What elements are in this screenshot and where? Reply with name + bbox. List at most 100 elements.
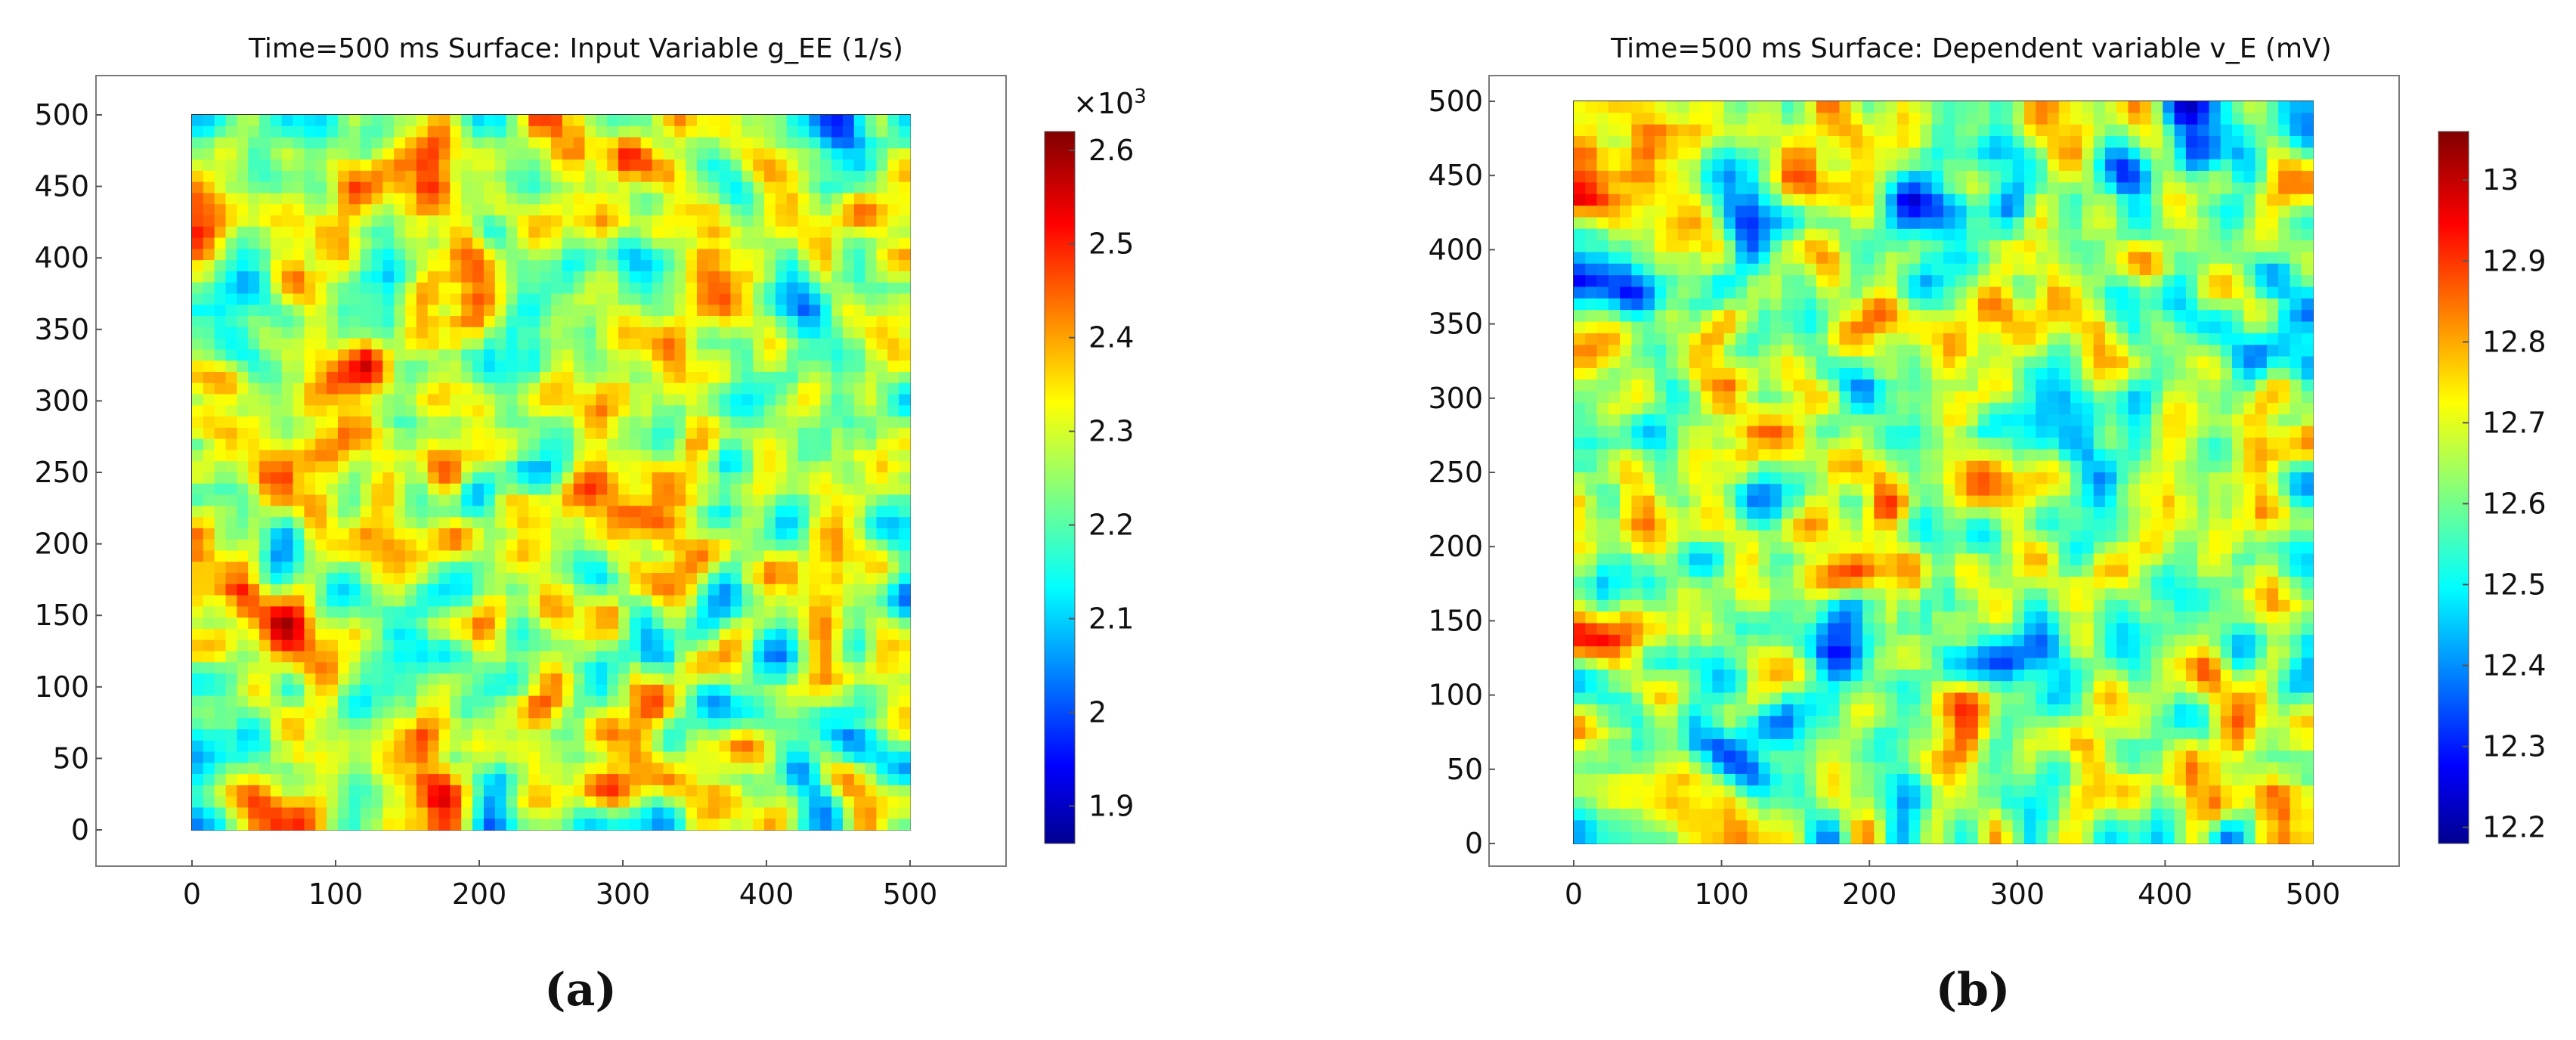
heatmap-cell: [753, 382, 765, 395]
heatmap-cell: [899, 651, 911, 663]
heatmap-cell: [382, 371, 395, 384]
heatmap-cell: [1596, 101, 1609, 113]
heatmap-cell: [2255, 124, 2268, 137]
heatmap-cell: [652, 226, 664, 239]
heatmap-cell: [327, 170, 339, 183]
heatmap-cell: [248, 740, 260, 753]
heatmap-cell: [450, 483, 462, 496]
heatmap-cell: [416, 662, 429, 674]
heatmap-cell: [899, 461, 911, 473]
heatmap-cell: [865, 226, 878, 239]
heatmap-cell: [865, 595, 878, 607]
heatmap-cell: [270, 226, 283, 239]
heatmap-cell: [562, 382, 574, 395]
heatmap-cell: [831, 125, 844, 138]
heatmap-cell: [281, 740, 294, 753]
heatmap-cell: [573, 751, 586, 763]
heatmap-cell: [1723, 101, 1736, 113]
heatmap-cell: [640, 125, 653, 138]
heatmap-cell: [192, 494, 204, 506]
heatmap-cell: [327, 416, 339, 429]
heatmap-cell: [876, 316, 888, 328]
heatmap-cell: [899, 249, 911, 261]
heatmap-cell: [461, 125, 473, 138]
heatmap-cell: [394, 562, 406, 574]
heatmap-cell: [540, 461, 552, 473]
heatmap-cell: [371, 673, 383, 686]
heatmap-cell: [405, 684, 417, 697]
heatmap-cell: [719, 438, 732, 451]
heatmap-cell: [281, 528, 294, 540]
heatmap-cell: [203, 472, 215, 484]
heatmap-cell: [584, 506, 596, 518]
heatmap-cell: [853, 583, 866, 596]
heatmap-cell: [853, 148, 866, 160]
heatmap-cell: [764, 193, 776, 205]
heatmap-cell: [562, 260, 574, 272]
heatmap-cell: [1955, 101, 1968, 113]
heatmap-cell: [248, 472, 260, 484]
heatmap-cell: [786, 573, 799, 585]
heatmap-cell: [315, 181, 327, 194]
heatmap-cell: [797, 562, 810, 574]
heatmap-cell: [607, 159, 619, 172]
heatmap-cell: [640, 707, 653, 719]
heatmap-cell: [327, 562, 339, 574]
heatmap-cell: [663, 416, 675, 429]
heatmap-cell: [1585, 193, 1598, 206]
heatmap-cell: [416, 193, 429, 205]
heatmap-cell: [540, 148, 552, 160]
heatmap-cell: [887, 707, 899, 719]
heatmap-cell: [797, 159, 810, 172]
heatmap-cell: [214, 684, 227, 697]
heatmap-cell: [809, 170, 821, 183]
heatmap-cell: [2012, 217, 2025, 230]
heatmap-cell: [270, 785, 283, 797]
heatmap-cell: [551, 550, 563, 562]
heatmap-cell: [1643, 159, 1655, 172]
heatmap-cell: [831, 115, 844, 127]
heatmap-cell: [540, 125, 552, 138]
heatmap-cell: [450, 573, 462, 585]
heatmap-cell: [753, 774, 765, 786]
heatmap-cell: [2139, 228, 2152, 241]
heatmap-cell: [618, 282, 630, 295]
heatmap-cell: [887, 438, 899, 451]
heatmap-cell: [494, 215, 507, 228]
heatmap-cell: [259, 461, 271, 473]
heatmap-cell: [764, 249, 776, 261]
heatmap-cell: [2151, 136, 2163, 148]
heatmap-cell: [2163, 182, 2175, 195]
heatmap-cell: [686, 260, 698, 272]
heatmap-cell: [483, 349, 496, 361]
heatmap-cell: [551, 215, 563, 228]
panel-b-heatmap: [1574, 101, 2314, 844]
heatmap-cell: [652, 327, 664, 339]
heatmap-cell: [348, 618, 361, 630]
heatmap-cell: [707, 148, 720, 160]
heatmap-cell: [652, 483, 664, 496]
heatmap-cell: [629, 427, 642, 440]
heatmap-cell: [192, 539, 204, 552]
heatmap-cell: [853, 137, 866, 149]
heatmap-cell: [899, 137, 911, 149]
heatmap-cell: [652, 416, 664, 429]
heatmap-cell: [696, 662, 709, 674]
heatmap-cell: [1862, 113, 1875, 125]
heatmap-cell: [438, 204, 450, 216]
heatmap-cell: [820, 785, 832, 797]
heatmap-cell: [1966, 240, 1979, 253]
heatmap-cell: [640, 361, 653, 373]
heatmap-cell: [607, 125, 619, 138]
heatmap-cell: [707, 796, 720, 809]
heatmap-cell: [438, 226, 450, 239]
heatmap-cell: [1989, 240, 2002, 253]
heatmap-cell: [438, 807, 450, 819]
heatmap-cell: [360, 125, 373, 138]
heatmap-cell: [506, 226, 519, 239]
heatmap-cell: [192, 562, 204, 574]
heatmap-cell: [405, 461, 417, 473]
heatmap-cell: [1909, 182, 1921, 195]
heatmap-cell: [472, 785, 485, 797]
heatmap-cell: [1769, 113, 1782, 125]
